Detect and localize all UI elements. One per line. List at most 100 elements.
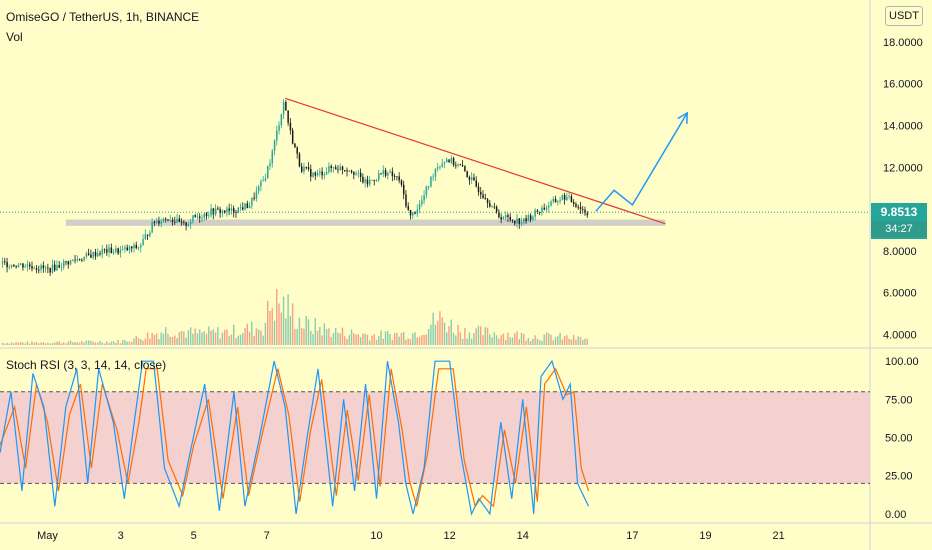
volume-bar <box>260 330 262 345</box>
volume-bar <box>582 339 584 345</box>
candle-body <box>273 140 276 151</box>
volume-bar <box>520 332 523 345</box>
volume-bar <box>339 333 341 345</box>
candle-body <box>271 150 274 164</box>
candle-body <box>276 130 278 141</box>
volume-bar <box>310 330 312 345</box>
volume-bar <box>248 331 251 345</box>
candle-body <box>203 213 206 218</box>
candle-body <box>199 216 201 218</box>
volume-bar <box>371 335 373 345</box>
volume-bar <box>323 323 326 345</box>
volume-bar <box>382 338 384 345</box>
volume-bar <box>554 336 557 345</box>
time-tick-label: 3 <box>118 530 124 542</box>
volume-bar <box>461 338 464 345</box>
candle-body <box>371 179 373 181</box>
volume-bar <box>457 324 459 345</box>
candle-body <box>368 180 371 185</box>
candle-body <box>183 221 185 223</box>
volume-bar <box>158 339 160 345</box>
candle-body <box>541 207 543 213</box>
candle-body <box>108 247 110 253</box>
volume-bar <box>35 341 38 345</box>
candle-body <box>561 195 564 200</box>
volume-bar <box>187 330 190 345</box>
volume-bar <box>430 324 432 345</box>
volume-bar <box>226 329 228 345</box>
volume-bar <box>228 336 230 345</box>
candle-body <box>192 215 194 222</box>
candle-body <box>359 172 362 177</box>
volume-bar <box>15 342 17 345</box>
candle-body <box>119 249 122 254</box>
volume-bar <box>350 329 353 345</box>
volume-bar <box>436 320 439 345</box>
volume-bar <box>396 332 398 345</box>
volume-bar <box>330 337 332 345</box>
volume-bar <box>232 324 235 345</box>
volume-bar <box>516 331 518 345</box>
candle-body <box>22 263 24 268</box>
candle-body <box>49 267 51 273</box>
price-candles <box>1 99 589 276</box>
candle-body <box>69 260 72 265</box>
candle-body <box>310 168 312 177</box>
volume-bar <box>534 335 536 345</box>
volume-bar <box>97 342 99 345</box>
volume-bar <box>289 315 292 345</box>
volume-bar <box>425 334 428 345</box>
candle-body <box>174 221 176 223</box>
volume-bar <box>570 339 573 345</box>
volume-bar <box>22 342 24 345</box>
volume-bar <box>412 333 414 345</box>
currency-unit-button[interactable]: USDT <box>885 6 923 26</box>
candle-body <box>491 206 493 208</box>
volume-bar <box>42 342 45 345</box>
candle-body <box>15 266 17 268</box>
candle-body <box>511 219 514 221</box>
candle-body <box>382 170 385 174</box>
volume-bar <box>99 340 101 345</box>
candle-body <box>35 268 38 270</box>
volume-bar <box>162 333 165 345</box>
volume-bar <box>473 332 475 345</box>
candle-body <box>332 167 335 169</box>
candle-body <box>44 267 47 269</box>
volume-bar <box>194 328 196 345</box>
candle-body <box>575 203 577 207</box>
volume-bar <box>500 335 502 345</box>
candle-body <box>244 203 246 210</box>
volume-bar <box>389 334 391 345</box>
candle-body <box>416 209 419 214</box>
candle-body <box>287 110 289 123</box>
volume-bar <box>155 333 158 345</box>
rsi-tick-label: 0.00 <box>885 509 906 521</box>
volume-bar <box>579 336 582 345</box>
volume-bar <box>189 327 192 345</box>
volume-bar <box>557 336 559 345</box>
volume-bar <box>180 330 183 345</box>
candle-body <box>214 208 217 215</box>
volume-bar <box>221 332 224 345</box>
volume-bar <box>421 335 423 345</box>
volume-bar <box>307 319 310 345</box>
candle-body <box>8 266 11 268</box>
candle-body <box>10 265 13 267</box>
candle-body <box>579 207 582 210</box>
volume-bar <box>26 341 29 345</box>
price-tick-label: 12.0000 <box>883 162 923 174</box>
candle-body <box>409 209 412 216</box>
candle-body <box>518 218 521 224</box>
candle-body <box>219 209 221 214</box>
candle-body <box>316 172 319 176</box>
candle-body <box>384 170 387 176</box>
candle-body <box>457 164 459 166</box>
candle-body <box>228 208 230 211</box>
candle-body <box>520 222 523 224</box>
candle-body <box>158 220 160 224</box>
volume-bar <box>529 340 532 345</box>
volume-bar <box>133 338 135 345</box>
candle-body <box>246 203 249 209</box>
